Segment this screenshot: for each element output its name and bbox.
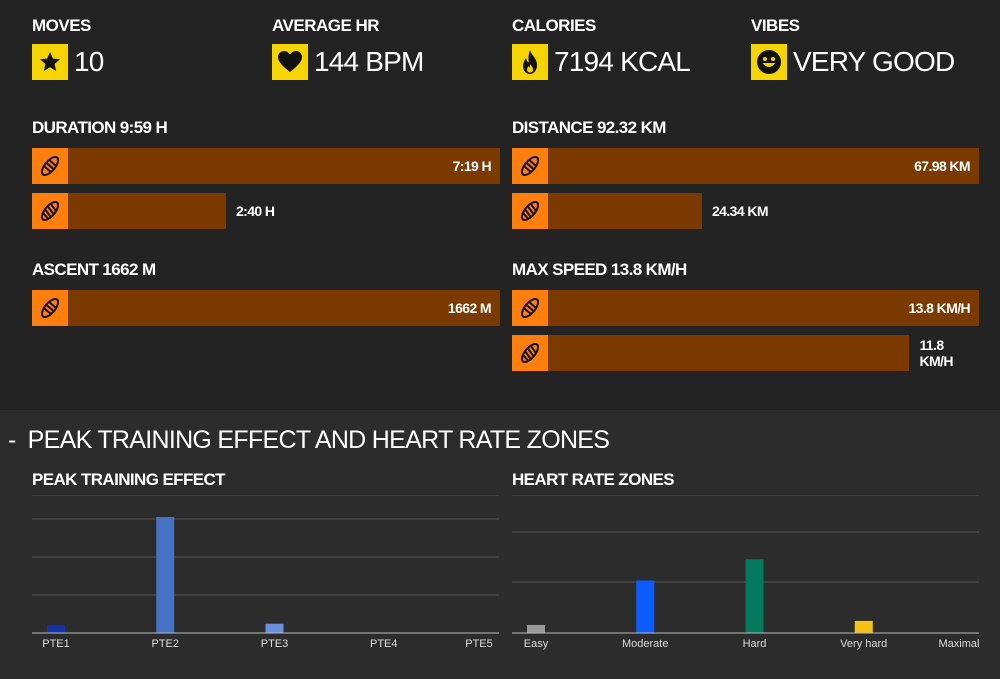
x-tick-label: Very hard [840,638,887,650]
bar-very-hard[interactable] [854,620,873,633]
distance-bar-fill [548,193,702,229]
kpi-vibes: VIBES VERY GOOD [751,16,955,80]
x-tick-label: PTE1 [42,638,70,650]
x-tick-label: Maximal [939,638,979,650]
ascent-bar-road: 1662 M [32,290,500,326]
x-tick-label: PTE3 [261,638,289,650]
distance-bar-road: 67.98 KM [512,148,979,184]
kpi-label: MOVES [32,16,91,35]
bar-pte3[interactable] [265,623,284,633]
kpi-average-hr: AVERAGE HR 144 BPM [272,16,424,80]
kpi-value: 144 BPM [314,46,424,77]
chart-title: PEAK TRAINING EFFECT [32,470,226,489]
bar-value: 24.34 KM [712,203,769,219]
chart-svg: PTE1 PTE2 PTE3 PTE4 PTE5 [32,495,499,650]
bar-hard[interactable] [745,559,764,633]
max-speed-bar-road: 13.8 KM/H [512,290,979,326]
kpi-label: CALORIES [512,16,596,35]
trail-shoe-icon [512,193,548,229]
duration-bar-trail: 2:40 H [32,193,500,229]
section-header: - PEAK TRAINING EFFECT AND HEART RATE ZON… [8,426,610,455]
distance-bar-trail: 24.34 KM [512,193,979,229]
collapse-toggle[interactable]: - [8,426,16,454]
max-speed-bar-fill [548,335,910,371]
x-tick-label: Easy [524,638,549,650]
x-tick-label: Moderate [622,638,668,650]
peak-training-effect-chart: PEAK TRAINING EFFECT PTE1 PTE2 PTE3 PTE4 PTE… [32,470,499,670]
smiley-icon [751,44,787,80]
flame-icon [512,44,548,80]
kpi-label: VIBES [751,16,800,35]
bar-value: 67.98 KM [914,158,971,174]
bar-value: 1662 M [447,300,492,316]
bar-easy[interactable] [527,624,545,633]
x-tick-label: PTE4 [370,638,398,650]
x-tick-label: PTE5 [465,638,493,650]
bar-value: 11.8 KM/H [919,337,953,369]
ascent-title: ASCENT 1662 M [32,260,156,279]
kpi-value: 10 [74,46,104,77]
max-speed-bar-trail: 11.8 KM/H [512,335,979,371]
kpi-label: AVERAGE HR [272,16,380,35]
running-shoe-icon [512,148,548,184]
ascent-bar-fill: 1662 M [68,290,500,326]
x-tick-label: Hard [743,638,767,650]
running-shoe-icon [32,290,68,326]
kpi-value: VERY GOOD [793,46,955,77]
bar-pte2[interactable] [156,517,175,633]
peak-training-section: - PEAK TRAINING EFFECT AND HEART RATE ZON… [0,410,1000,679]
distance-title: DISTANCE 92.32 KM [512,118,666,137]
bar-pte1[interactable] [47,624,65,633]
x-tick-label: PTE2 [151,638,179,650]
bar-moderate[interactable] [636,580,655,633]
kpi-moves: MOVES 10 [32,16,104,80]
star-icon [32,44,68,80]
running-shoe-icon [512,290,548,326]
max-speed-bar-fill: 13.8 KM/H [548,290,979,326]
duration-title: DURATION 9:59 H [32,118,168,137]
chart-title: HEART RATE ZONES [512,470,675,489]
bar-value: 7:19 H [452,158,492,174]
running-shoe-icon [32,148,68,184]
distance-bar-fill: 67.98 KM [548,148,979,184]
section-title: PEAK TRAINING EFFECT AND HEART RATE ZONE… [27,426,610,454]
duration-bar-road: 7:19 H [32,148,500,184]
bar-value: 2:40 H [236,203,275,219]
chart-svg: Easy Moderate Hard Very hard Maximal [512,495,979,650]
trail-shoe-icon [32,193,68,229]
bar-value: 13.8 KM/H [908,300,970,316]
max-speed-title: MAX SPEED 13.8 KM/H [512,260,687,279]
kpi-calories: CALORIES 7194 KCAL [512,16,691,80]
duration-bar-fill [68,193,226,229]
duration-bar-fill: 7:19 H [68,148,500,184]
summary-panel: MOVES 10 AVERAGE HR 144 BPM CALORIES 719… [32,16,979,371]
heart-rate-zones-chart: HEART RATE ZONES Easy Moderate Hard Very ha… [512,470,979,670]
kpi-value: 7194 KCAL [554,46,691,77]
trail-shoe-icon [512,335,548,371]
heart-icon [272,44,308,80]
